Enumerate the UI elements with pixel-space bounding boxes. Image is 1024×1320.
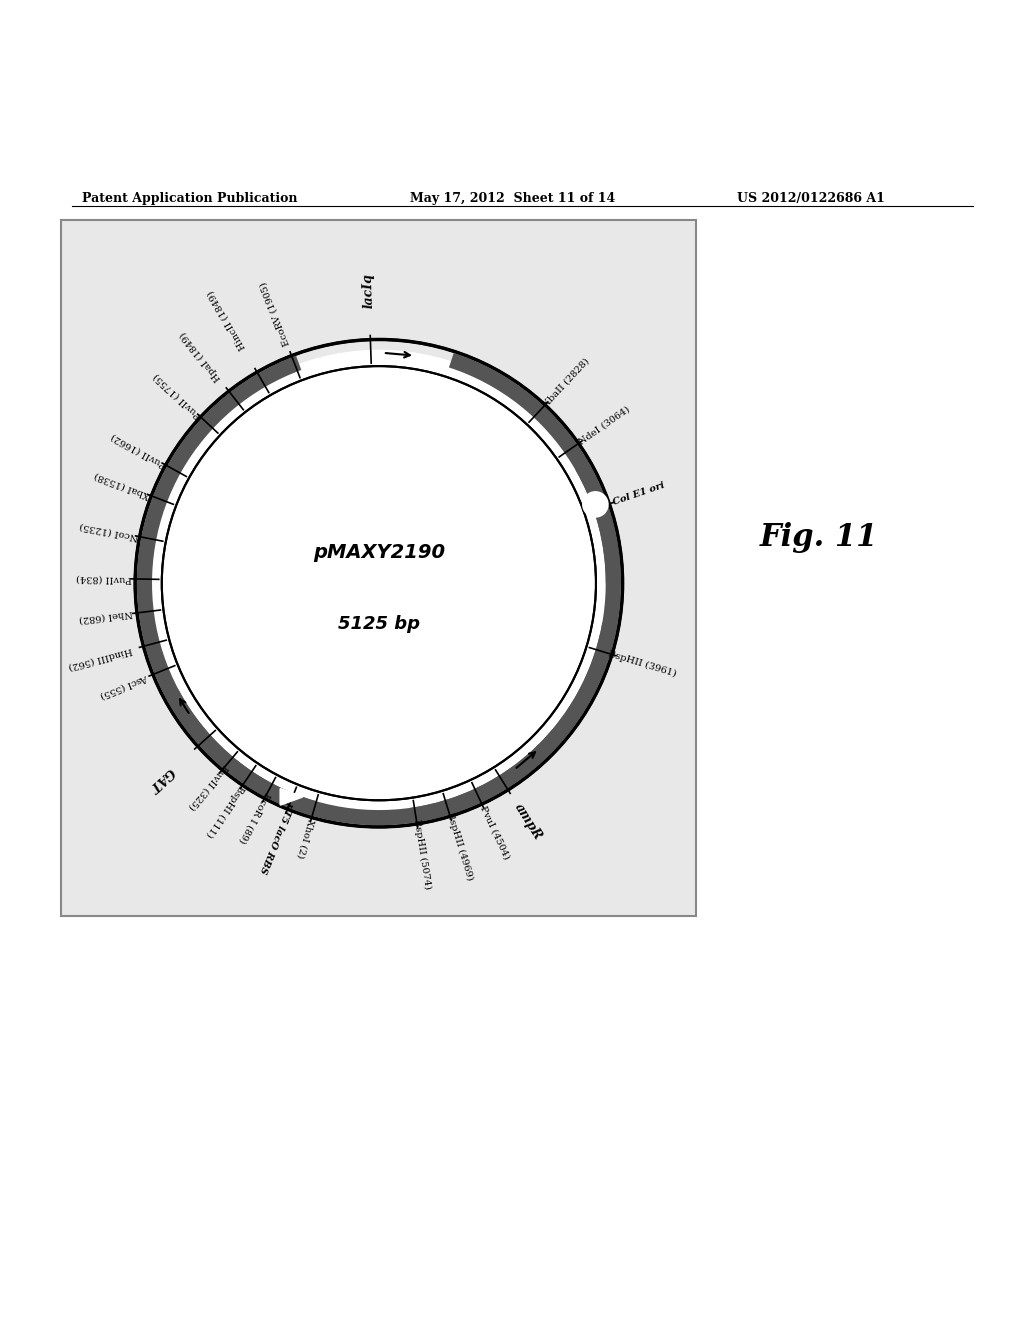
Text: 5125 bp: 5125 bp xyxy=(338,615,420,634)
Text: NcoI (1235): NcoI (1235) xyxy=(79,520,139,541)
Text: Patent Application Publication: Patent Application Publication xyxy=(82,191,297,205)
Text: GAT: GAT xyxy=(146,764,176,793)
Text: BspHII (3961): BspHII (3961) xyxy=(606,649,677,678)
Text: NheI (682): NheI (682) xyxy=(79,609,133,624)
Text: pMAXY2190: pMAXY2190 xyxy=(312,543,445,562)
Text: EcoR I (89): EcoR I (89) xyxy=(237,791,271,845)
Text: US 2012/0122686 A1: US 2012/0122686 A1 xyxy=(737,191,885,205)
Text: NdeI (3064): NdeI (3064) xyxy=(577,405,631,446)
Text: lacIq: lacIq xyxy=(361,273,376,309)
Text: PvuI (4504): PvuI (4504) xyxy=(478,804,511,861)
Text: pT5 lacO RBS: pT5 lacO RBS xyxy=(258,801,294,875)
Text: BspHII (5074): BspHII (5074) xyxy=(412,818,432,890)
Text: HincII (1849): HincII (1849) xyxy=(206,289,248,351)
Text: HpaI (1849): HpaI (1849) xyxy=(179,330,223,383)
Circle shape xyxy=(145,350,612,817)
Text: PuvII (834): PuvII (834) xyxy=(76,573,132,583)
Text: EcoRV (1905): EcoRV (1905) xyxy=(259,281,292,347)
Text: BspHII (4969): BspHII (4969) xyxy=(444,810,474,882)
Text: XhoI (2): XhoI (2) xyxy=(296,818,315,859)
Text: ampR: ampR xyxy=(512,801,545,842)
Circle shape xyxy=(583,492,607,516)
Polygon shape xyxy=(281,788,303,805)
Text: PuvII (1662): PuvII (1662) xyxy=(110,432,168,469)
Text: XbaII (2828): XbaII (2828) xyxy=(542,356,591,408)
Text: Col E1 ori: Col E1 ori xyxy=(611,480,666,507)
Text: PuvII (1755): PuvII (1755) xyxy=(153,371,204,420)
Text: BspHI (111): BspHI (111) xyxy=(205,783,246,838)
Text: HindIII (562): HindIII (562) xyxy=(68,645,133,671)
Text: May 17, 2012  Sheet 11 of 14: May 17, 2012 Sheet 11 of 14 xyxy=(410,191,614,205)
Text: PuvII (325): PuvII (325) xyxy=(186,763,229,810)
Text: Fig. 11: Fig. 11 xyxy=(760,521,879,553)
Bar xyxy=(61,219,696,916)
Text: AscI (555): AscI (555) xyxy=(99,672,150,700)
Text: XbaI (1538): XbaI (1538) xyxy=(93,470,152,499)
